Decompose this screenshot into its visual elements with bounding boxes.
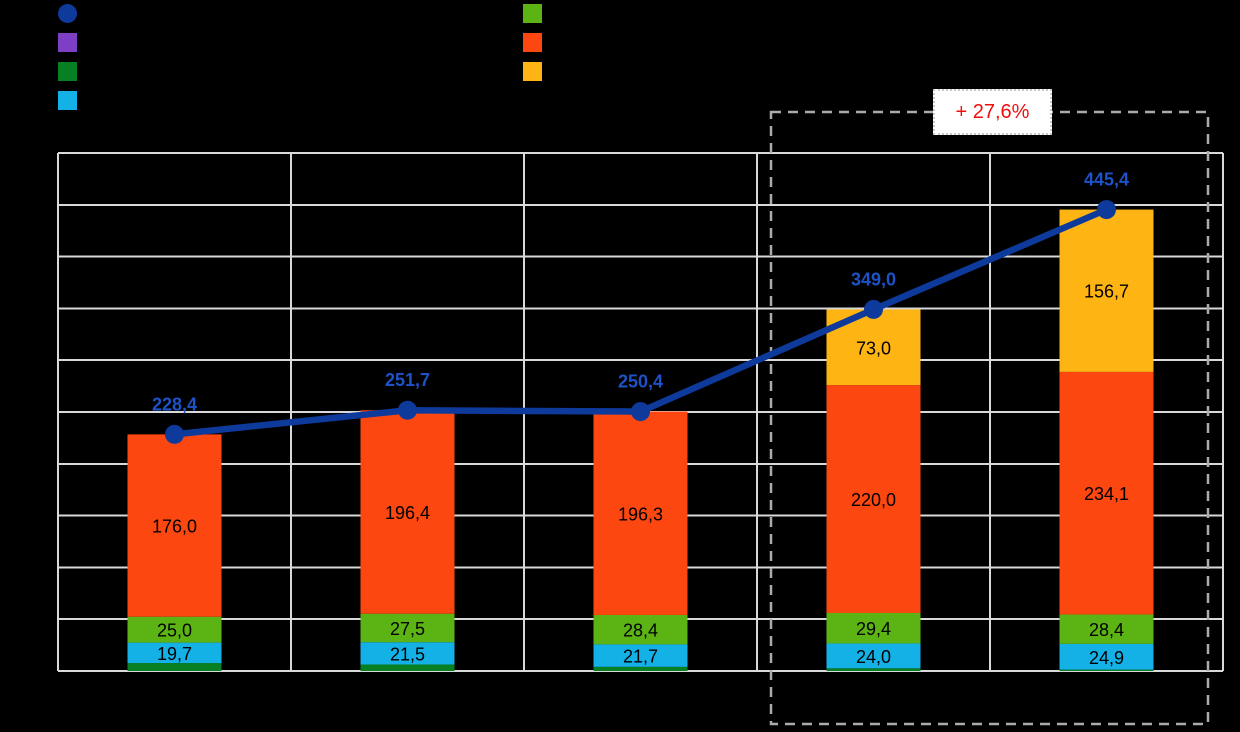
- legend-right-column: [523, 4, 542, 81]
- cyan-series-legend-marker-icon: [58, 91, 77, 110]
- cyan-segment-label: 21,5: [390, 644, 425, 664]
- yellow-series-legend-marker-icon: [523, 62, 542, 81]
- growth-annotation-text: + 27,6%: [955, 100, 1030, 123]
- orange-segment-label: 234,1: [1084, 484, 1129, 504]
- light-green-segment: [127, 616, 222, 643]
- yellow-segment-label: 73,0: [856, 338, 891, 358]
- total-line-marker: [398, 400, 417, 420]
- orange-segment-label: 176,0: [152, 517, 197, 537]
- total-line-legend-marker-icon: [58, 4, 77, 23]
- light-green-segment: [1059, 614, 1154, 644]
- total-value-label: 228,4: [152, 394, 197, 414]
- cyan-segment: [826, 643, 921, 669]
- light-green-segment-label: 27,5: [390, 619, 425, 639]
- light-green-segment-label: 29,4: [856, 619, 891, 639]
- total-line-marker: [1097, 200, 1116, 220]
- orange-series-legend-marker-icon: [523, 33, 542, 52]
- cyan-segment-label: 24,9: [1089, 648, 1124, 668]
- dark-green-segment: [826, 668, 921, 671]
- total-line-marker: [864, 299, 883, 319]
- cyan-segment: [360, 642, 455, 665]
- total-line-marker: [631, 402, 650, 422]
- purple-series-legend-marker-icon: [58, 33, 77, 52]
- cyan-segment: [127, 642, 222, 664]
- orange-segment: [593, 411, 688, 615]
- orange-segment: [826, 385, 921, 613]
- light-green-segment: [826, 612, 921, 644]
- cyan-segment: [1059, 643, 1154, 670]
- dark-green-segment: [593, 666, 688, 671]
- light-green-segment-label: 25,0: [157, 621, 192, 641]
- total-line: [171, 206, 1110, 438]
- orange-segment-label: 220,0: [851, 490, 896, 510]
- yellow-segment: [1059, 209, 1154, 372]
- light-green-segment: [593, 614, 688, 645]
- orange-segment: [127, 434, 222, 617]
- yellow-segment-label: 156,7: [1084, 282, 1129, 302]
- highlight-region: [769, 110, 1210, 726]
- light-green-segment-label: 28,4: [623, 621, 658, 641]
- cyan-segment-label: 24,0: [856, 647, 891, 667]
- cyan-segment-label: 21,7: [623, 647, 658, 667]
- dark-green-segment: [360, 664, 455, 671]
- total-value-label: 251,7: [385, 370, 430, 390]
- total-value-label: 250,4: [618, 372, 663, 392]
- dark-green-segment: [1059, 669, 1154, 671]
- total-value-label: 445,4: [1084, 170, 1129, 190]
- orange-segment-label: 196,3: [618, 504, 663, 524]
- light-green-segment: [360, 613, 455, 643]
- total-value-label: 349,0: [851, 269, 896, 289]
- dark-green-series-legend-marker-icon: [58, 62, 77, 81]
- orange-segment: [360, 410, 455, 614]
- dark-green-segment: [127, 663, 222, 671]
- light-green-series-legend-marker-icon: [523, 4, 542, 23]
- orange-segment-label: 196,4: [385, 503, 430, 523]
- total-line-marker: [165, 424, 184, 444]
- cyan-segment: [593, 644, 688, 667]
- orange-segment: [1059, 371, 1154, 615]
- legend-left-column: [58, 4, 77, 110]
- growth-annotation-box: + 27,6%: [933, 89, 1052, 135]
- cyan-segment-label: 19,7: [157, 644, 192, 664]
- light-green-segment-label: 28,4: [1089, 620, 1124, 640]
